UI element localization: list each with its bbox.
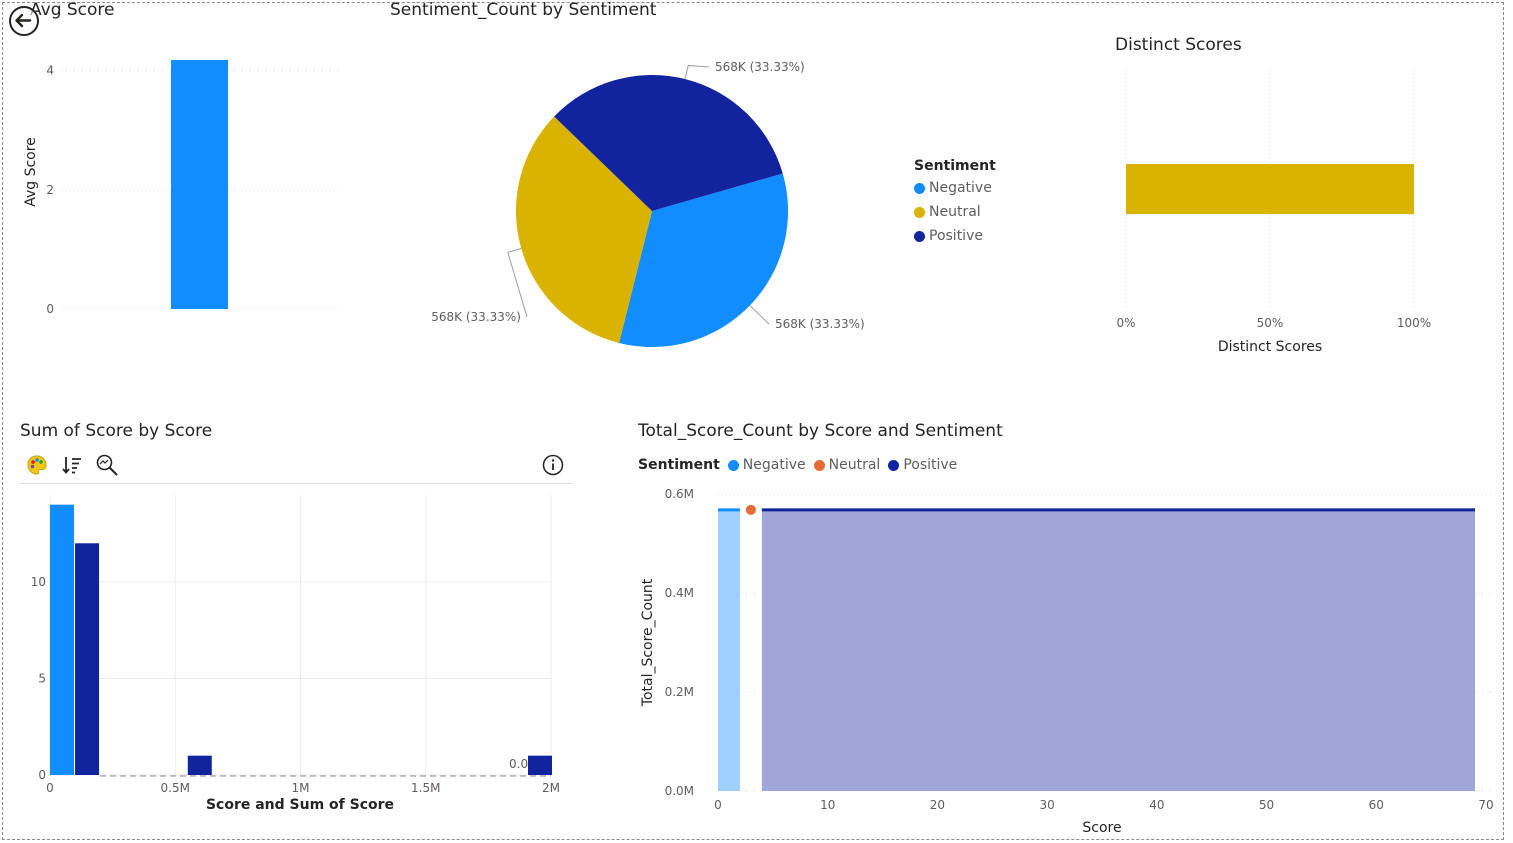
distinct-x-tick-label: 50% bbox=[1257, 316, 1284, 330]
positive-dot-icon bbox=[914, 231, 925, 242]
sum-score-chart: 0 0.5M 1M 1.5M 2M 0 5 10 0.0 Score and Sum of Sco… bbox=[0, 485, 600, 825]
magnifier-icon[interactable] bbox=[95, 453, 117, 475]
area-x-tick-label: 30 bbox=[1040, 798, 1055, 812]
area-y-tick-label: 0.0M bbox=[665, 784, 694, 798]
area-x-tick-label: 10 bbox=[820, 798, 835, 812]
area-neutral-point bbox=[746, 505, 756, 515]
sum-x-tick-label: 0.5M bbox=[161, 781, 190, 795]
area-x-tick-label: 70 bbox=[1478, 798, 1493, 812]
sort-descending-icon[interactable] bbox=[61, 454, 83, 476]
sum-x-axis-title: Score and Sum of Score bbox=[206, 797, 394, 813]
negative-dot-icon bbox=[728, 460, 739, 471]
area-positive-fill bbox=[762, 510, 1475, 791]
sum-y-tick-label: 0 bbox=[38, 768, 46, 782]
area-x-tick-label: 0 bbox=[714, 798, 722, 812]
palette-icon[interactable] bbox=[26, 454, 48, 476]
distinct-x-axis-title: Distinct Scores bbox=[1218, 339, 1322, 355]
pie-legend-neutral[interactable]: Neutral bbox=[914, 204, 996, 220]
pie-title: Sentiment_Count by Sentiment bbox=[390, 0, 656, 20]
avg-score-chart: 0 2 4 Avg Score bbox=[0, 0, 380, 420]
area-y-axis-title: Total_Score_Count bbox=[640, 578, 656, 707]
area-x-tick-label: 60 bbox=[1369, 798, 1384, 812]
area-x-axis-title: Score bbox=[1082, 820, 1121, 836]
sum-x-tick-label: 2M bbox=[542, 781, 560, 795]
area-y-tick-label: 0.2M bbox=[665, 685, 694, 699]
sum-x-tick-label: 0 bbox=[46, 781, 54, 795]
pie-data-label: 568K (33.33%) bbox=[431, 310, 521, 324]
sum-bar bbox=[50, 505, 74, 775]
area-legend: Sentiment Negative Neutral Positive bbox=[638, 457, 957, 473]
pie-leader-line bbox=[508, 248, 527, 317]
avg-y-tick-label: 2 bbox=[46, 183, 54, 197]
pie-legend-label: Neutral bbox=[929, 204, 981, 220]
area-negative-fill bbox=[718, 510, 740, 791]
area-x-tick-label: 20 bbox=[930, 798, 945, 812]
area-x-tick-label: 40 bbox=[1149, 798, 1164, 812]
sentiment-pie-chart: 568K (33.33%) 568K (33.33%) 568K (33.33%) bbox=[380, 30, 900, 380]
area-x-tick-label: 50 bbox=[1259, 798, 1274, 812]
area-legend-label: Negative bbox=[743, 457, 806, 473]
sum-bar bbox=[528, 756, 552, 775]
area-legend-title: Sentiment bbox=[638, 457, 720, 473]
pie-legend-label: Positive bbox=[929, 228, 983, 244]
area-legend-neutral[interactable]: Neutral bbox=[814, 457, 881, 473]
pie-legend-positive[interactable]: Positive bbox=[914, 228, 996, 244]
distinct-bar bbox=[1126, 164, 1414, 214]
negative-dot-icon bbox=[914, 183, 925, 194]
positive-dot-icon bbox=[888, 460, 899, 471]
distinct-scores-title: Distinct Scores bbox=[1115, 35, 1242, 55]
pie-legend-title: Sentiment bbox=[914, 158, 996, 174]
neutral-dot-icon bbox=[914, 207, 925, 218]
area-y-tick-label: 0.4M bbox=[665, 586, 694, 600]
avg-y-tick-label: 0 bbox=[46, 302, 54, 316]
avg-y-tick-label: 4 bbox=[46, 64, 54, 78]
pie-leader-line bbox=[685, 65, 709, 79]
distinct-x-tick-label: 100% bbox=[1397, 316, 1431, 330]
sum-bar bbox=[188, 756, 212, 775]
sum-y-tick-label: 10 bbox=[31, 575, 46, 589]
pie-legend-label: Negative bbox=[929, 180, 992, 196]
pie-legend-negative[interactable]: Negative bbox=[914, 180, 996, 196]
area-title: Total_Score_Count by Score and Sentiment bbox=[638, 421, 1003, 441]
area-y-tick-label: 0.6M bbox=[665, 487, 694, 501]
avg-y-axis-title: Avg Score bbox=[23, 137, 39, 207]
area-legend-negative[interactable]: Negative bbox=[728, 457, 806, 473]
distinct-x-tick-label: 0% bbox=[1116, 316, 1135, 330]
area-legend-label: Neutral bbox=[829, 457, 881, 473]
sum-x-tick-label: 1.5M bbox=[411, 781, 440, 795]
toolbar-separator bbox=[20, 483, 572, 484]
pie-leader-line bbox=[750, 305, 769, 324]
avg-bar bbox=[171, 60, 228, 309]
area-chart: 0.0M 0.2M 0.4M 0.6M 0 10 20 30 40 50 60 70 Score Tota… bbox=[630, 480, 1500, 840]
area-legend-positive[interactable]: Positive bbox=[888, 457, 957, 473]
sum-y-tick-label: 5 bbox=[38, 671, 46, 685]
area-legend-label: Positive bbox=[903, 457, 957, 473]
sum-bar bbox=[75, 543, 99, 775]
info-icon[interactable] bbox=[542, 454, 564, 476]
neutral-dot-icon bbox=[814, 460, 825, 471]
sum-data-label: 0.0 bbox=[509, 757, 528, 771]
pie-data-label: 568K (33.33%) bbox=[715, 60, 805, 74]
distinct-scores-chart: 0% 50% 100% Distinct Scores bbox=[1010, 60, 1500, 400]
sum-x-tick-label: 1M bbox=[292, 781, 310, 795]
sum-score-title: Sum of Score by Score bbox=[20, 421, 212, 441]
pie-legend: Sentiment Negative Neutral Positive bbox=[914, 158, 996, 244]
pie-data-label: 568K (33.33%) bbox=[775, 317, 865, 331]
